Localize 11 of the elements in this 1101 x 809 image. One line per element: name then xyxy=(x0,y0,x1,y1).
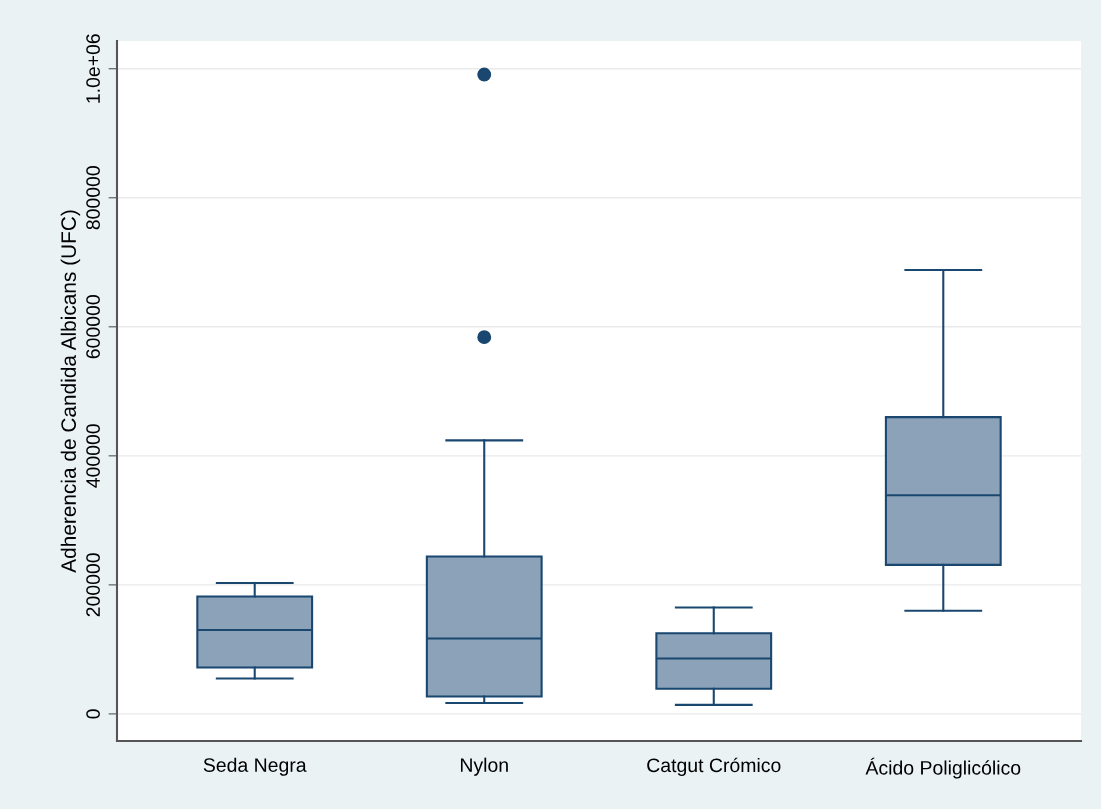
y-tick-label: 400000 xyxy=(86,424,100,488)
x-tick-label: Seda Negra xyxy=(203,757,307,776)
x-tick-label: Nylon xyxy=(460,757,508,776)
x-tick-label: Ácido Poliglicólico xyxy=(865,757,1021,779)
y-tick-label: 200000 xyxy=(86,553,100,617)
x-tick-label: Catgut Crómico xyxy=(647,757,781,777)
y-axis-title: Adherencia de Candida Albicans (UFC) xyxy=(60,210,81,573)
y-tick-label: 0 xyxy=(86,709,100,719)
y-tick-label: 800000 xyxy=(86,166,100,230)
y-tick-label: 600000 xyxy=(86,295,100,359)
y-tick-label: 1.0e+06 xyxy=(86,34,100,103)
